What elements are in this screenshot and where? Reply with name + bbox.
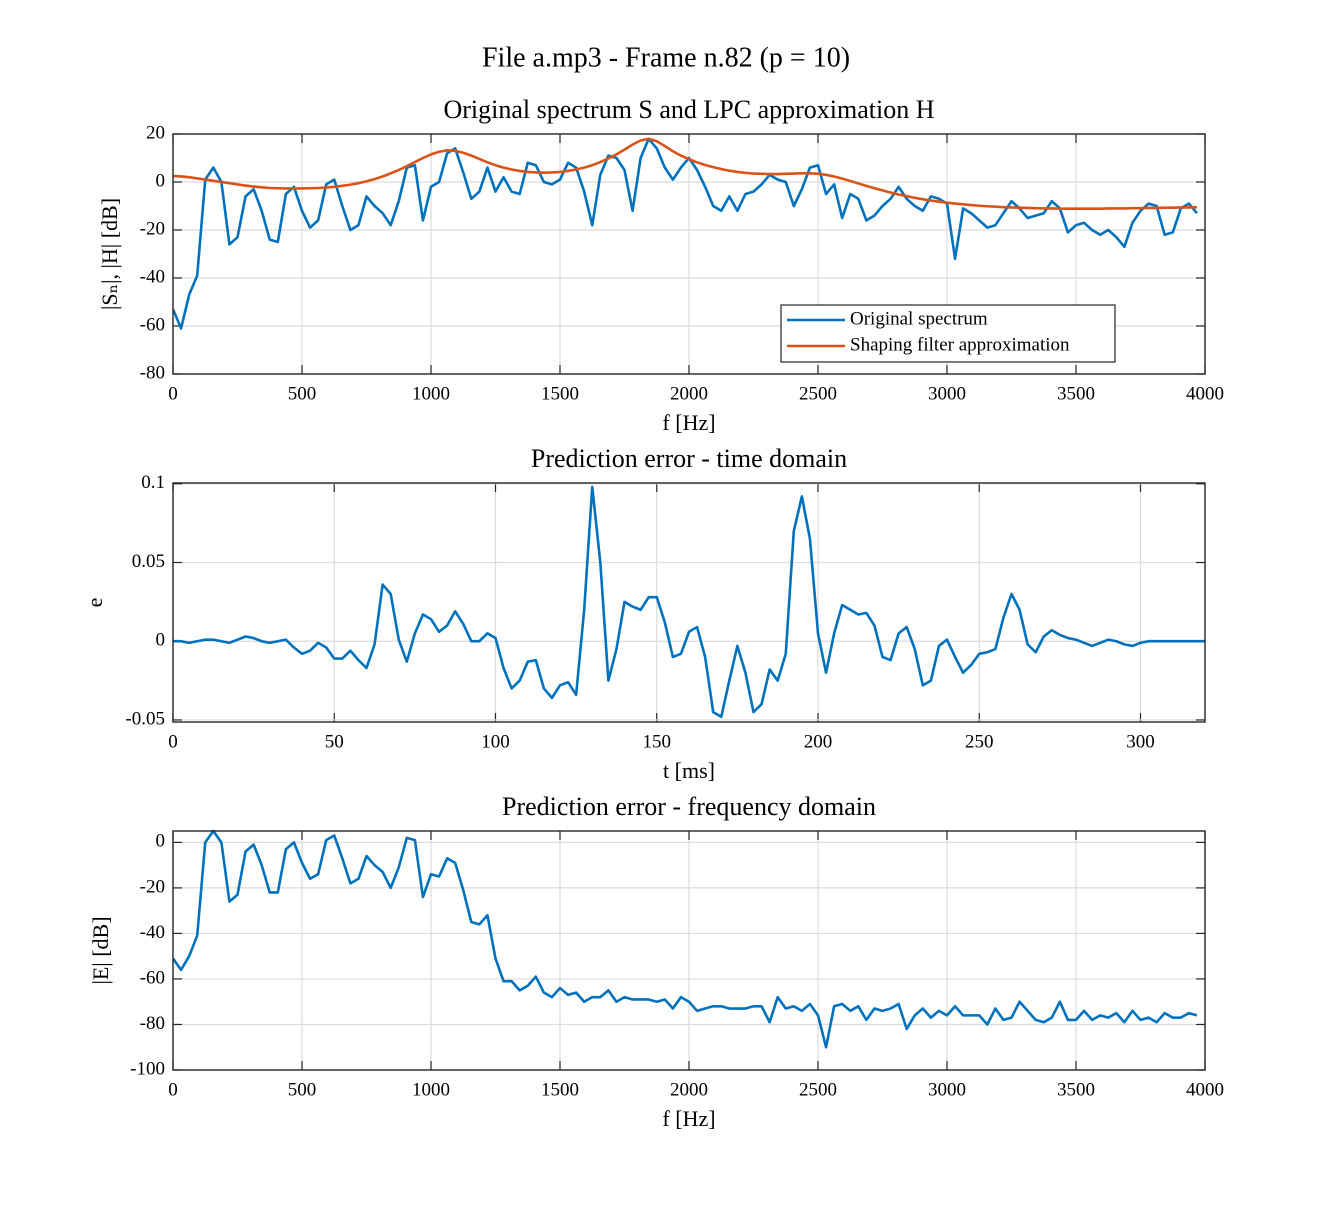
y-axis-label: |E| [dB] [88, 916, 113, 984]
y-tick-label: -100 [130, 1058, 165, 1079]
axes-box [172, 482, 1206, 723]
y-tick-label: -20 [140, 876, 165, 897]
x-tick-label: 1000 [412, 383, 450, 404]
x-tick-label: 200 [804, 731, 833, 752]
y-tick-label: -0.05 [125, 708, 165, 729]
legend-box [780, 304, 1116, 363]
x-axis-label: f [Hz] [662, 1106, 715, 1131]
y-tick-label: 0.1 [141, 472, 165, 493]
x-tick-label: 0 [168, 383, 178, 404]
x-tick-label: 2500 [799, 383, 837, 404]
subplot: 0 500 1000 1500 2000 2500 3000 3500 4000 -100 -80 -… [88, 792, 1224, 1131]
plot-area [173, 483, 1205, 722]
y-axis-label: |Sₙ|, |H| [dB] [97, 198, 122, 310]
y-tick-label: -60 [140, 967, 165, 988]
y-tick-label: -40 [140, 922, 165, 943]
x-tick-label: 1000 [412, 1079, 450, 1100]
data-layer [173, 485, 1205, 719]
x-tick-label: 150 [643, 731, 672, 752]
x-tick-label: 100 [481, 731, 510, 752]
y-axis-label: e [82, 598, 107, 608]
series-line [173, 829, 1198, 1049]
x-tick-label: 250 [965, 731, 994, 752]
legend: Original spectrum Shaping filter approxim… [780, 304, 1116, 363]
subplot: 0 500 1000 1500 2000 2500 3000 3500 4000 -80 -60 -4… [97, 95, 1224, 435]
figure-title: File a.mp3 - Frame n.82 (p = 10) [482, 42, 850, 73]
x-tick-label: 500 [288, 383, 317, 404]
x-axis-label: t [ms] [663, 758, 715, 783]
x-tick-label: 0 [168, 1079, 178, 1100]
subplot: 0 50 100 150 200 250 300-0.0500.050.1Predictio… [82, 444, 1206, 783]
x-tick-label: 50 [325, 731, 344, 752]
x-tick-label: 4000 [1186, 1079, 1224, 1100]
y-tick-label: -60 [140, 314, 165, 335]
series-line [173, 137, 1197, 210]
x-axis-label: f [Hz] [662, 410, 715, 435]
legend-label: Original spectrum [850, 308, 988, 329]
y-tick-label: 0.05 [132, 551, 165, 572]
data-layer [173, 137, 1198, 330]
data-layer [173, 829, 1198, 1049]
x-tick-label: 3500 [1057, 383, 1095, 404]
subplot-title: Original spectrum S and LPC approximatio… [443, 95, 934, 124]
x-tick-label: 300 [1126, 731, 1155, 752]
x-tick-label: 0 [168, 731, 178, 752]
x-tick-label: 2500 [799, 1079, 837, 1100]
y-tick-label: 0 [156, 630, 166, 651]
x-tick-label: 3000 [928, 383, 966, 404]
y-tick-label: 20 [146, 122, 165, 143]
y-tick-label: 0 [156, 831, 166, 852]
x-tick-label: 2000 [670, 1079, 708, 1100]
y-tick-label: -40 [140, 266, 165, 287]
y-tick-label: -80 [140, 362, 165, 383]
x-tick-label: 3500 [1057, 1079, 1095, 1100]
x-tick-label: 1500 [541, 1079, 579, 1100]
x-tick-label: 500 [288, 1079, 317, 1100]
y-tick-label: -20 [140, 218, 165, 239]
x-tick-label: 1500 [541, 383, 579, 404]
subplot-title: Prediction error - time domain [531, 444, 847, 473]
x-tick-label: 2000 [670, 383, 708, 404]
legend-label: Shaping filter approximation [850, 334, 1070, 355]
axes-box [172, 830, 1206, 1071]
series-line [173, 485, 1205, 719]
y-tick-label: -80 [140, 1013, 165, 1034]
subplot-title: Prediction error - frequency domain [502, 792, 876, 821]
axes-box [172, 133, 1206, 375]
series-line [173, 137, 1198, 330]
x-tick-label: 4000 [1186, 383, 1224, 404]
y-tick-label: 0 [156, 170, 166, 191]
x-tick-label: 3000 [928, 1079, 966, 1100]
